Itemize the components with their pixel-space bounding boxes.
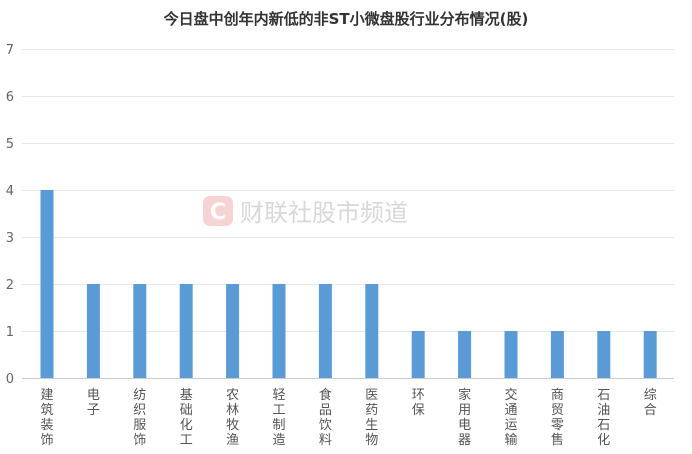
category-label-char: 交: [504, 387, 517, 403]
category-label-char: 石: [597, 418, 610, 433]
y-tick-label: 3: [6, 231, 14, 246]
bar: [272, 284, 286, 378]
bar: [40, 190, 54, 378]
watermark-logo-glyph: C: [210, 200, 226, 225]
category-label: 综合: [644, 388, 657, 418]
watermark-text: 财联社股市频道: [240, 199, 408, 227]
bar: [550, 331, 564, 378]
category-label-char: 保: [412, 403, 425, 418]
category-label-char: 轻: [272, 388, 285, 403]
category-label: 环保: [412, 388, 425, 418]
y-axis-ticks: 0 1 2 3 4 5 6 7: [6, 43, 14, 387]
category-label-char: 林: [226, 403, 239, 418]
category-label-char: 品: [319, 403, 332, 418]
category-label-char: 通: [504, 403, 517, 418]
bar: [86, 284, 100, 378]
category-label-char: 家: [458, 387, 471, 403]
bar: [411, 331, 425, 378]
category-label-char: 环: [412, 388, 425, 403]
bar: [597, 331, 611, 378]
category-label-char: 运: [504, 418, 517, 433]
category-label-char: 油: [597, 403, 610, 418]
bars: [40, 190, 657, 378]
category-label-char: 子: [87, 403, 100, 418]
category-label-char: 生: [365, 418, 378, 433]
category-label-char: 工: [180, 433, 193, 448]
bar: [365, 284, 379, 378]
bar: [133, 284, 147, 378]
category-label-char: 化: [597, 433, 610, 448]
category-label-char: 纺: [133, 388, 146, 403]
y-tick-label: 0: [6, 372, 14, 387]
category-label-char: 牧: [226, 418, 239, 433]
category-label-char: 合: [644, 403, 657, 418]
bar: [318, 284, 332, 378]
category-label-char: 综: [644, 388, 657, 403]
category-label-char: 制: [272, 418, 285, 433]
category-labels: 建筑装饰电子纺织服饰基础化工农林牧渔轻工制造食品饮料医药生物环保家用电器交通运输…: [40, 387, 656, 448]
category-label-char: 饰: [40, 433, 53, 448]
category-label-char: 电: [458, 418, 471, 433]
watermark: C 财联社股市频道: [203, 196, 408, 227]
y-tick-label: 6: [6, 90, 14, 105]
category-label-char: 用: [458, 403, 471, 418]
category-label-char: 渔: [226, 433, 239, 448]
bar: [458, 331, 472, 378]
chart-title: 今日盘中创年内新低的非ST小微盘股行业分布情况(股): [163, 10, 529, 28]
category-label-char: 药: [365, 403, 378, 418]
category-label-char: 料: [319, 433, 332, 448]
category-label-char: 织: [133, 403, 146, 418]
category-label: 电子: [87, 388, 100, 418]
category-label-char: 零: [551, 418, 564, 433]
watermark-logo-icon: [203, 196, 233, 226]
bar: [226, 284, 240, 378]
category-label-char: 础: [180, 403, 193, 418]
y-tick-label: 1: [6, 325, 14, 340]
y-tick-label: 4: [6, 184, 14, 199]
category-label-char: 饰: [133, 433, 146, 448]
category-label-char: 基: [180, 388, 193, 403]
category-label-char: 食: [319, 387, 332, 403]
category-label-char: 饮: [319, 418, 332, 433]
category-label-char: 电: [87, 388, 100, 403]
y-tick-label: 2: [6, 278, 14, 293]
category-label-char: 输: [504, 432, 517, 448]
category-label-char: 化: [180, 418, 193, 433]
category-label-char: 石: [597, 388, 610, 403]
category-label-char: 农: [226, 388, 239, 403]
bar: [504, 331, 518, 378]
bar: [643, 331, 657, 378]
category-label-char: 建: [40, 388, 53, 403]
category-label-char: 筑: [40, 402, 53, 418]
category-label-char: 医: [365, 388, 378, 403]
category-label-char: 造: [272, 433, 285, 448]
category-label-char: 贸: [551, 403, 564, 418]
category-label-char: 服: [133, 418, 146, 433]
category-label-char: 工: [272, 403, 285, 418]
bar: [179, 284, 193, 378]
gridlines: [22, 49, 674, 332]
category-label-char: 装: [40, 418, 53, 433]
y-tick-label: 5: [6, 137, 14, 152]
category-label-char: 物: [365, 433, 378, 448]
category-label-char: 商: [551, 388, 564, 403]
y-tick-label: 7: [6, 43, 14, 58]
category-label-char: 售: [551, 432, 564, 448]
category-label-char: 器: [458, 433, 471, 448]
